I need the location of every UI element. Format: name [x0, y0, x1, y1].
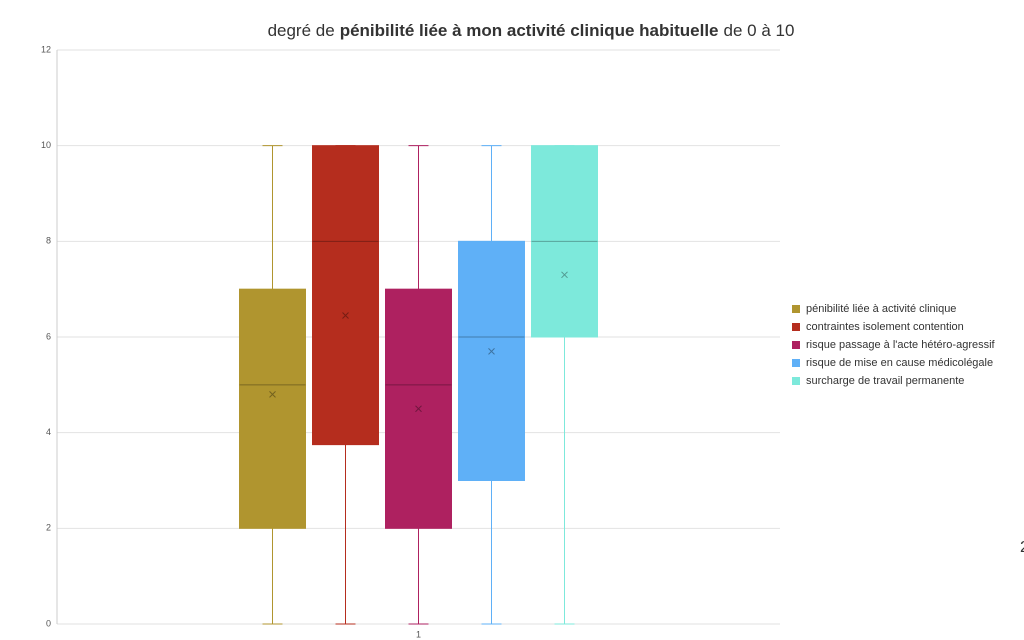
y-tick-label: 2: [46, 523, 51, 533]
title-part: degré de: [268, 21, 335, 40]
y-tick-label: 4: [46, 427, 51, 437]
legend-label: risque de mise en cause médicolégale: [806, 357, 993, 369]
box: [385, 288, 452, 529]
box: [239, 288, 306, 529]
y-tick-label: 8: [46, 236, 51, 246]
title-part: de 0 à 10: [724, 21, 795, 40]
y-tick-label: 0: [46, 618, 51, 628]
legend-swatch: [792, 323, 800, 331]
x-tick-label: 1: [416, 629, 421, 639]
legend-label: surcharge de travail permanente: [806, 375, 964, 387]
legend-label: pénibilité liée à activité clinique: [806, 303, 956, 315]
edge-text: 2: [1020, 539, 1024, 556]
box: [531, 145, 598, 338]
mean-marker: [415, 405, 422, 413]
y-tick-label: 12: [41, 44, 51, 54]
legend-swatch: [792, 377, 800, 385]
title-part: pénibilité liée à mon activité clinique …: [340, 21, 719, 40]
mean-marker: [488, 347, 495, 355]
legend-swatch: [792, 305, 800, 313]
box: [458, 240, 525, 481]
mean-marker: [561, 271, 568, 279]
y-tick-label: 10: [41, 140, 51, 150]
box: [312, 145, 379, 446]
mean-marker: [342, 312, 349, 319]
legend-swatch: [792, 341, 800, 349]
y-tick-label: 6: [46, 331, 51, 341]
legend-swatch: [792, 359, 800, 367]
chart-title: degré de pénibilité liée à mon activité c…: [268, 21, 795, 40]
legend-label: contraintes isolement contention: [806, 321, 964, 333]
mean-marker: [269, 391, 276, 398]
legend-label: risque passage à l'acte hétéro-agressif: [806, 339, 996, 351]
